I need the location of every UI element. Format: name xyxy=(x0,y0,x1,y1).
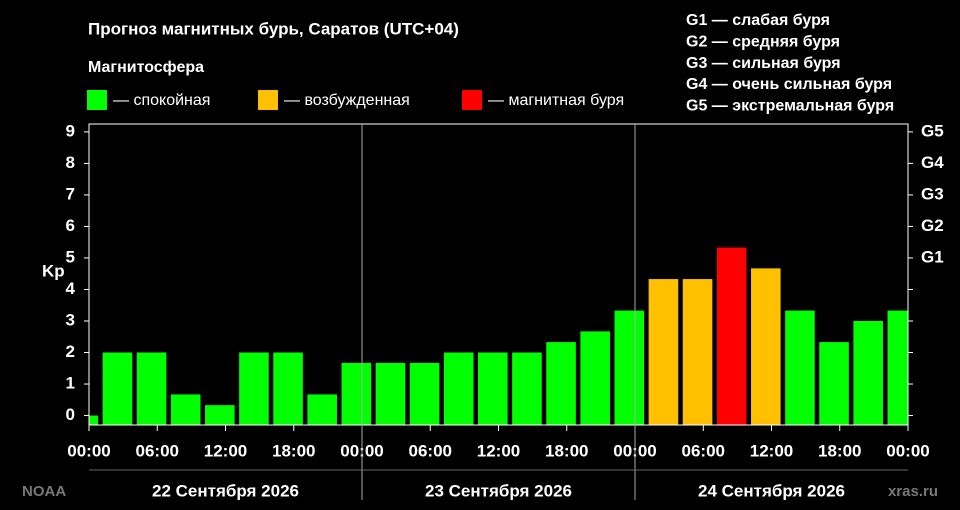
storm-scale-entry: G1 — слабая буря xyxy=(686,12,830,29)
bar xyxy=(580,331,610,425)
bar xyxy=(239,352,269,425)
bar xyxy=(716,247,747,425)
x-tick-label: 06:00 xyxy=(409,441,452,460)
legend-swatch xyxy=(462,90,482,110)
bar xyxy=(409,362,440,425)
legend-label: — магнитная буря xyxy=(488,92,624,109)
legend-label: — спокойная xyxy=(113,92,210,109)
bar xyxy=(751,268,781,425)
x-tick-label: 18:00 xyxy=(545,441,588,460)
legend-title: Магнитосфера xyxy=(88,59,204,76)
storm-scale-entry: G2 — средняя буря xyxy=(686,34,840,51)
y2-tick-label: G3 xyxy=(921,184,944,203)
x-tick-label: 12:00 xyxy=(477,441,520,460)
y-tick-label: 6 xyxy=(66,216,75,235)
day-label: 24 Сентября 2026 xyxy=(698,481,845,500)
bar xyxy=(819,342,849,425)
bar xyxy=(853,320,883,425)
bar xyxy=(170,394,201,425)
y2-tick-label: G1 xyxy=(921,247,944,266)
day-label: 23 Сентября 2026 xyxy=(425,481,572,500)
x-tick-label: 00:00 xyxy=(886,441,929,460)
y2-tick-label: G2 xyxy=(921,216,944,235)
y-tick-label: 1 xyxy=(66,374,75,393)
bar xyxy=(307,394,337,425)
bar xyxy=(887,310,908,425)
y-tick-label: 8 xyxy=(66,153,75,172)
y-tick-label: 9 xyxy=(66,121,75,140)
source: NOAA xyxy=(22,483,66,500)
legend-swatch xyxy=(258,90,278,110)
y-tick-label: 4 xyxy=(66,279,76,298)
bar xyxy=(89,415,99,425)
bars xyxy=(89,247,908,425)
x-tick-label: 12:00 xyxy=(204,441,247,460)
bar xyxy=(102,352,133,425)
bar xyxy=(785,310,815,425)
x-tick-label: 12:00 xyxy=(750,441,793,460)
bar xyxy=(341,362,372,425)
bar xyxy=(205,405,235,425)
x-tick-label: 18:00 xyxy=(818,441,861,460)
x-tick-label: 00:00 xyxy=(67,441,110,460)
day-label: 22 Сентября 2026 xyxy=(152,481,299,500)
bar xyxy=(648,279,679,425)
storm-scale-entry: G3 — сильная буря xyxy=(686,55,841,72)
x-tick-label: 06:00 xyxy=(136,441,179,460)
bar xyxy=(443,352,474,425)
bar xyxy=(273,352,303,425)
x-tick-label: 06:00 xyxy=(682,441,725,460)
x-tick-label: 18:00 xyxy=(272,441,315,460)
y-tick-label: 0 xyxy=(66,405,75,424)
bar xyxy=(614,310,645,425)
bar xyxy=(478,352,508,425)
legend-label: — возбужденная xyxy=(284,92,410,109)
y-axis-label: Kp xyxy=(42,261,65,280)
y-tick-label: 2 xyxy=(66,342,75,361)
bar xyxy=(512,352,542,425)
y-tick-label: 7 xyxy=(66,184,75,203)
source: xras.ru xyxy=(888,483,938,500)
bar xyxy=(546,342,576,425)
y-tick-label: 5 xyxy=(66,247,75,266)
y2-tick-label: G4 xyxy=(921,153,944,172)
y2-tick-label: G5 xyxy=(921,121,944,140)
bar xyxy=(136,352,167,425)
bar xyxy=(375,362,406,425)
storm-scale-entry: G5 — экстремальная буря xyxy=(686,97,894,114)
storm-scale-entry: G4 — очень сильная буря xyxy=(686,76,892,93)
chart-title: Прогноз магнитных бурь, Саратов (UTC+04) xyxy=(88,19,459,38)
y-tick-label: 3 xyxy=(66,310,75,329)
legend-swatch xyxy=(87,90,107,110)
bar xyxy=(682,279,713,425)
